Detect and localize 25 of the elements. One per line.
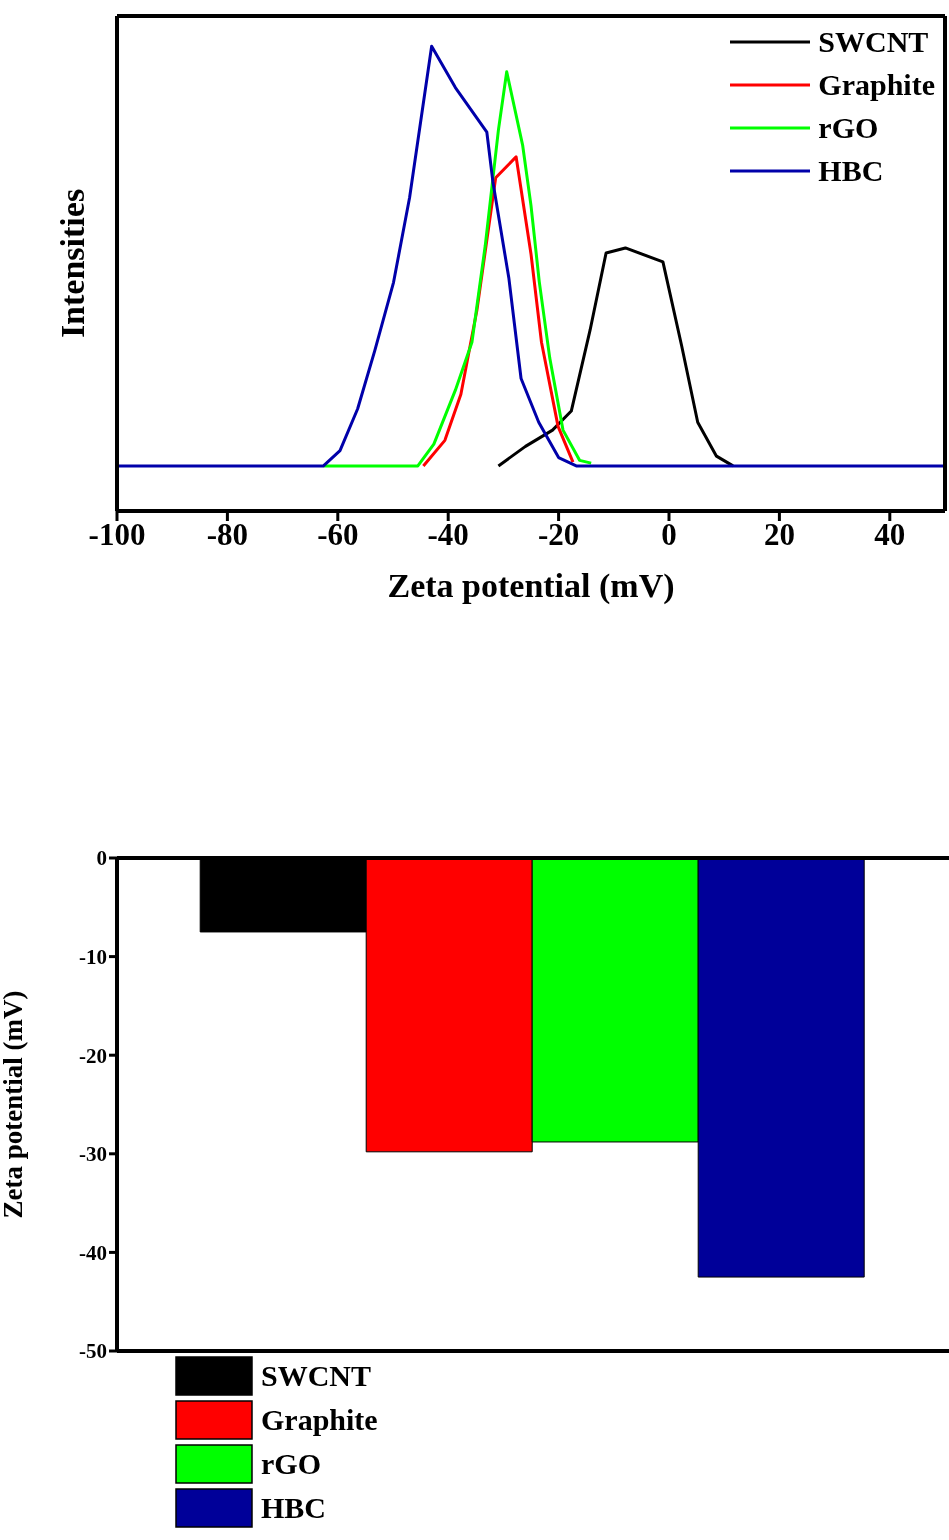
y-tick-label: -50: [79, 1339, 107, 1364]
x-axis-title: Zeta potential (mV): [387, 567, 675, 605]
y-axis-title: Zeta potential (mV): [0, 990, 28, 1219]
legend-label: HBC: [261, 1491, 327, 1525]
legend-label: SWCNT: [818, 24, 929, 59]
x-tick-label: -40: [427, 517, 469, 553]
x-tick-label: -20: [537, 517, 580, 553]
y-tick-label: -40: [79, 1240, 107, 1265]
x-tick-label: 40: [874, 517, 906, 553]
legend-label: Graphite: [818, 67, 935, 102]
legend-label: Graphite: [261, 1403, 378, 1437]
y-tick-label: -20: [79, 1043, 107, 1068]
legend-label: SWCNT: [261, 1359, 372, 1393]
y-tick-label: 0: [96, 846, 107, 871]
x-tick-label: -60: [317, 517, 359, 553]
y-tick-label: -30: [79, 1142, 107, 1167]
legend-label: HBC: [818, 153, 884, 188]
x-tick-label: 20: [763, 517, 795, 553]
legend-label: rGO: [261, 1447, 321, 1481]
y-axis-title: Intensities: [54, 188, 92, 339]
x-tick-label: -80: [206, 517, 249, 553]
legend-label: rGO: [818, 110, 879, 145]
x-tick-label: -100: [88, 517, 146, 553]
x-tick-label: 0: [661, 517, 677, 553]
y-tick-label: -10: [79, 945, 107, 970]
